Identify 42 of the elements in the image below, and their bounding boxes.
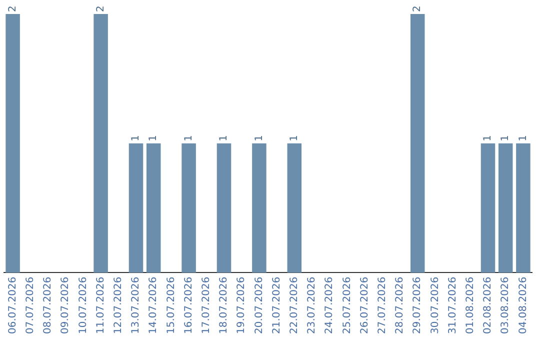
x-tick-label: 12.07.2026 [112, 276, 124, 334]
data-label: 1 [518, 134, 529, 142]
data-label: 2 [412, 6, 424, 12]
x-tick-label: 02.08.2026 [482, 276, 494, 334]
x-tick-label: 25.07.2026 [342, 276, 353, 334]
data-label: 2 [7, 6, 18, 12]
data-label: 1 [130, 134, 142, 142]
data-label: 1 [218, 134, 230, 142]
x-tick-label: 20.07.2026 [254, 276, 265, 334]
data-label: 1 [500, 134, 512, 142]
data-label: 2 [95, 6, 106, 12]
x-tick-label: 08.07.2026 [42, 276, 54, 334]
data-label: 1 [183, 134, 194, 142]
x-tick-label: 30.07.2026 [430, 276, 441, 334]
x-tick-label: 21.07.2026 [271, 276, 282, 334]
x-tick-label: 17.07.2026 [200, 276, 212, 334]
data-label: 1 [288, 134, 300, 142]
x-tick-label: 13.07.2026 [130, 276, 142, 334]
x-tick-label: 15.07.2026 [166, 276, 177, 334]
x-tick-label: 16.07.2026 [183, 276, 194, 334]
x-tick-label: 19.07.2026 [236, 276, 248, 334]
data-label: 1 [254, 134, 265, 142]
x-tick-label: 14.07.2026 [148, 276, 160, 334]
x-tick-label: 24.07.2026 [324, 276, 336, 334]
x-tick-label: 07.07.2026 [24, 276, 36, 334]
x-tick-label: 23.07.2026 [306, 276, 318, 334]
x-tick-label: 28.07.2026 [394, 276, 406, 334]
x-tick-label: 22.07.2026 [288, 276, 300, 334]
x-tick-label: 29.07.2026 [412, 276, 424, 334]
x-tick-label: 03.08.2026 [500, 276, 512, 334]
x-tick-label: 04.08.2026 [518, 276, 529, 334]
data-label: 1 [148, 134, 160, 142]
x-tick-label: 01.08.2026 [464, 276, 476, 334]
x-tick-label: 11.07.2026 [95, 276, 106, 334]
x-tick-label: 09.07.2026 [60, 276, 72, 334]
x-tick-label: 10.07.2026 [78, 276, 89, 334]
x-tick-label: 26.07.2026 [359, 276, 370, 334]
x-tick-label: 06.07.2026 [7, 276, 18, 334]
x-tick-label: 27.07.2026 [376, 276, 388, 334]
x-tick-label: 31.07.2026 [447, 276, 458, 334]
x-tick-label: 18.07.2026 [218, 276, 230, 334]
data-label: 1 [482, 134, 494, 142]
